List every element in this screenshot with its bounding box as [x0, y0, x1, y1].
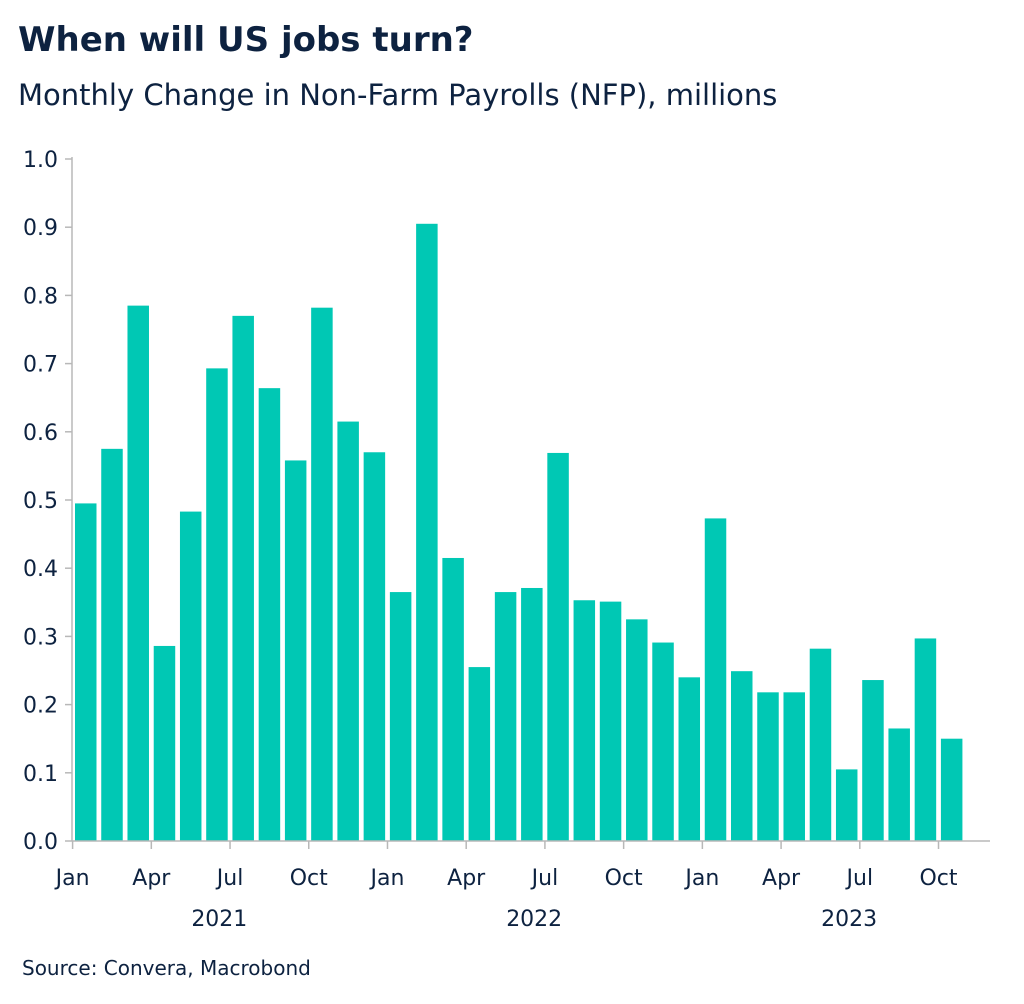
bar-2022-11	[652, 642, 674, 841]
bar-2023-01	[704, 518, 727, 841]
bar-2021-09	[284, 460, 307, 841]
x-tick-label: Jul	[845, 866, 874, 891]
y-tick-label: 0.9	[23, 216, 58, 241]
y-tick-label: 0.8	[23, 284, 58, 309]
y-tick-label: 0.0	[23, 830, 58, 855]
chart-subtitle: Monthly Change in Non-Farm Payrolls (NFP…	[18, 78, 778, 112]
bar-2023-08	[888, 728, 910, 841]
bar-2021-02	[101, 448, 123, 841]
x-tick-label: Apr	[132, 866, 171, 891]
bar-2022-08	[573, 600, 596, 841]
y-tick-label: 1.0	[23, 148, 58, 173]
y-tick-label: 0.1	[23, 762, 58, 787]
bar-2021-06	[206, 368, 228, 841]
bar-2021-07	[232, 315, 254, 841]
bar-2023-10	[940, 738, 963, 841]
bar-2022-03	[442, 557, 464, 841]
bar-2021-11	[337, 421, 359, 841]
bar-2023-03	[757, 692, 779, 841]
x-tick-label: Jan	[54, 866, 90, 891]
y-tick-label: 0.2	[23, 694, 58, 719]
y-tick-label: 0.7	[23, 353, 58, 378]
y-tick-label: 0.5	[23, 489, 58, 514]
y-axis-ticks: 0.0 0.1 0.2 0.3 0.4 0.5 0.6 0.7 0.8 0.9 1.0	[23, 148, 72, 855]
bar-2022-10	[626, 619, 648, 841]
chart-title: When will US jobs turn?	[18, 20, 474, 60]
bar-2022-04	[468, 667, 491, 841]
y-tick-label: 0.3	[23, 625, 58, 650]
bar-2022-02	[416, 223, 438, 842]
bar-2022-07	[547, 452, 569, 841]
bar-2021-08	[258, 388, 281, 841]
x-tick-label: Jul	[215, 866, 244, 891]
x-tick-label: Jan	[683, 866, 719, 891]
bar-2021-03	[127, 305, 149, 841]
x-tick-label: Apr	[447, 866, 486, 891]
bar-2021-12	[363, 452, 386, 841]
bar-2022-05	[494, 592, 517, 841]
bar-2023-04	[783, 692, 805, 841]
bar-2023-05	[809, 648, 832, 841]
x-tick-label: Oct	[919, 866, 957, 891]
bar-2023-02	[731, 671, 753, 841]
bar-2022-09	[599, 601, 622, 841]
x-year-label: 2021	[191, 907, 247, 932]
x-tick-label: Jan	[369, 866, 405, 891]
x-axis-ticks: Jan Apr Jul Oct Jan Apr Jul Oct Jan Apr Jul Oct	[54, 841, 958, 891]
x-tick-label: Jul	[530, 866, 559, 891]
x-year-label: 2023	[821, 907, 877, 932]
bar-2022-06	[521, 587, 543, 841]
y-tick-label: 0.4	[23, 557, 58, 582]
bar-2023-07	[862, 680, 884, 841]
x-tick-label: Oct	[290, 866, 328, 891]
x-year-label: 2022	[506, 907, 562, 932]
bars-group	[75, 223, 963, 842]
x-axis-year-labels: 2021 2022 2023	[191, 907, 877, 932]
x-tick-label: Oct	[605, 866, 643, 891]
bar-2021-10	[311, 307, 333, 841]
bar-2023-06	[835, 769, 858, 841]
bar-2022-12	[678, 677, 701, 841]
bar-2023-09	[914, 638, 937, 841]
bar-2021-04	[153, 645, 176, 841]
y-tick-label: 0.6	[23, 421, 58, 446]
bar-2022-01	[389, 592, 412, 841]
bar-2021-05	[179, 511, 202, 841]
bar-2021-01	[75, 503, 97, 841]
source-note: Source: Convera, Macrobond	[22, 956, 311, 980]
x-tick-label: Apr	[762, 866, 801, 891]
